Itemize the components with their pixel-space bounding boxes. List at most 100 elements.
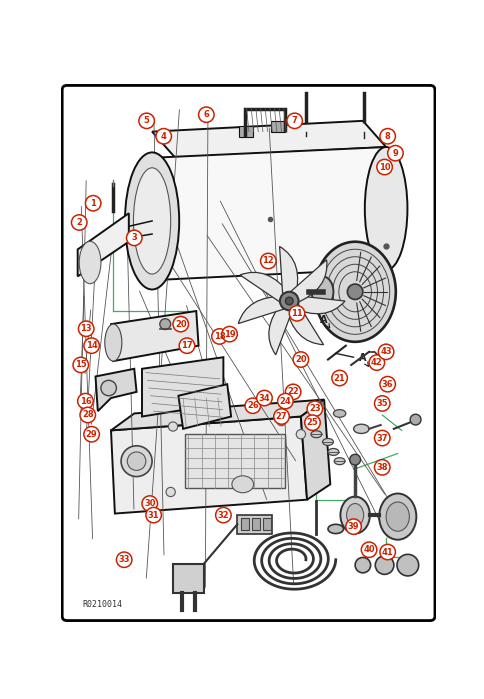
Ellipse shape [125,152,179,289]
PathPatch shape [238,296,289,324]
Circle shape [215,507,231,523]
PathPatch shape [268,301,294,355]
Circle shape [156,129,171,144]
Circle shape [116,552,132,568]
Ellipse shape [327,449,338,456]
Text: 17: 17 [181,341,192,350]
Circle shape [354,557,370,572]
Text: A: A [319,315,329,328]
Circle shape [84,338,99,354]
Ellipse shape [346,503,363,526]
Ellipse shape [340,496,369,533]
Text: 31: 31 [148,510,159,519]
Text: 13: 13 [80,324,92,333]
Text: 23: 23 [308,404,320,413]
Circle shape [361,542,376,557]
Circle shape [73,357,89,373]
Ellipse shape [378,493,415,540]
Circle shape [368,355,384,370]
Text: R0210014: R0210014 [82,600,122,609]
Circle shape [306,401,322,417]
Text: 24: 24 [279,396,291,405]
Circle shape [379,129,394,144]
Circle shape [273,409,288,424]
Circle shape [277,394,292,409]
Text: 20: 20 [294,355,306,364]
PathPatch shape [290,295,344,314]
Ellipse shape [314,242,395,342]
Circle shape [101,380,116,396]
Circle shape [179,338,194,354]
Circle shape [173,317,188,332]
Circle shape [375,556,393,575]
Circle shape [168,422,177,431]
Circle shape [138,113,154,129]
Circle shape [256,390,272,405]
Text: 6: 6 [203,110,209,120]
Bar [241,518,248,531]
Circle shape [244,398,260,413]
Ellipse shape [322,438,333,445]
Bar [173,563,204,593]
Bar [237,515,272,534]
Ellipse shape [231,476,253,493]
Circle shape [121,446,152,477]
Circle shape [80,408,95,423]
Text: 34: 34 [258,394,270,403]
Text: 18: 18 [213,332,225,341]
Text: 27: 27 [275,412,287,421]
Polygon shape [111,400,323,431]
Text: 11: 11 [290,309,302,318]
Text: 36: 36 [381,380,393,389]
Circle shape [78,321,94,336]
Ellipse shape [105,324,121,361]
Circle shape [285,384,300,400]
Circle shape [160,319,170,329]
Text: 22: 22 [287,387,298,396]
Bar [184,434,285,488]
Circle shape [296,430,305,439]
Circle shape [374,396,389,411]
Circle shape [279,291,298,310]
PathPatch shape [285,298,323,345]
Text: 20: 20 [175,319,186,329]
Circle shape [378,344,393,359]
Circle shape [77,394,93,409]
Ellipse shape [310,431,321,438]
Circle shape [345,519,361,534]
Text: 21: 21 [333,373,345,382]
Circle shape [376,159,392,175]
Polygon shape [111,311,198,361]
Ellipse shape [364,147,407,271]
Circle shape [292,352,308,367]
Ellipse shape [385,502,408,531]
Text: 37: 37 [376,433,387,442]
Text: 28: 28 [82,410,93,419]
Circle shape [374,460,389,475]
Circle shape [84,426,99,442]
Text: 12: 12 [262,257,273,266]
Ellipse shape [79,241,101,284]
Ellipse shape [311,276,333,307]
Ellipse shape [353,424,368,433]
Polygon shape [152,121,385,158]
Ellipse shape [333,458,344,465]
Text: A: A [358,353,368,366]
Text: 9: 9 [392,149,397,158]
Circle shape [396,554,418,576]
Circle shape [287,113,302,129]
Text: 10: 10 [378,163,390,171]
PathPatch shape [240,273,290,305]
Text: 38: 38 [376,463,387,472]
Circle shape [387,145,402,161]
Circle shape [126,230,142,245]
Circle shape [374,431,389,446]
Circle shape [142,496,157,511]
Polygon shape [95,369,136,411]
Ellipse shape [133,168,170,274]
Polygon shape [142,357,223,417]
Circle shape [260,253,275,268]
Circle shape [127,452,146,470]
Circle shape [304,415,319,431]
Circle shape [331,370,347,386]
